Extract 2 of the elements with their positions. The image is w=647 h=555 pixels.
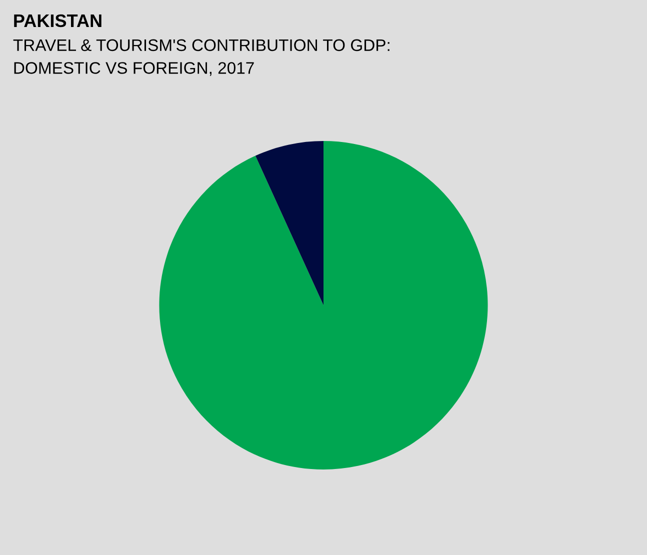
chart-title: PAKISTAN <box>14 14 102 28</box>
chart-subtitle: TRAVEL & TOURISM'S CONTRIBUTION TO GDP: DOMESTIC VS FOREIGN, 2017 <box>13 39 390 76</box>
